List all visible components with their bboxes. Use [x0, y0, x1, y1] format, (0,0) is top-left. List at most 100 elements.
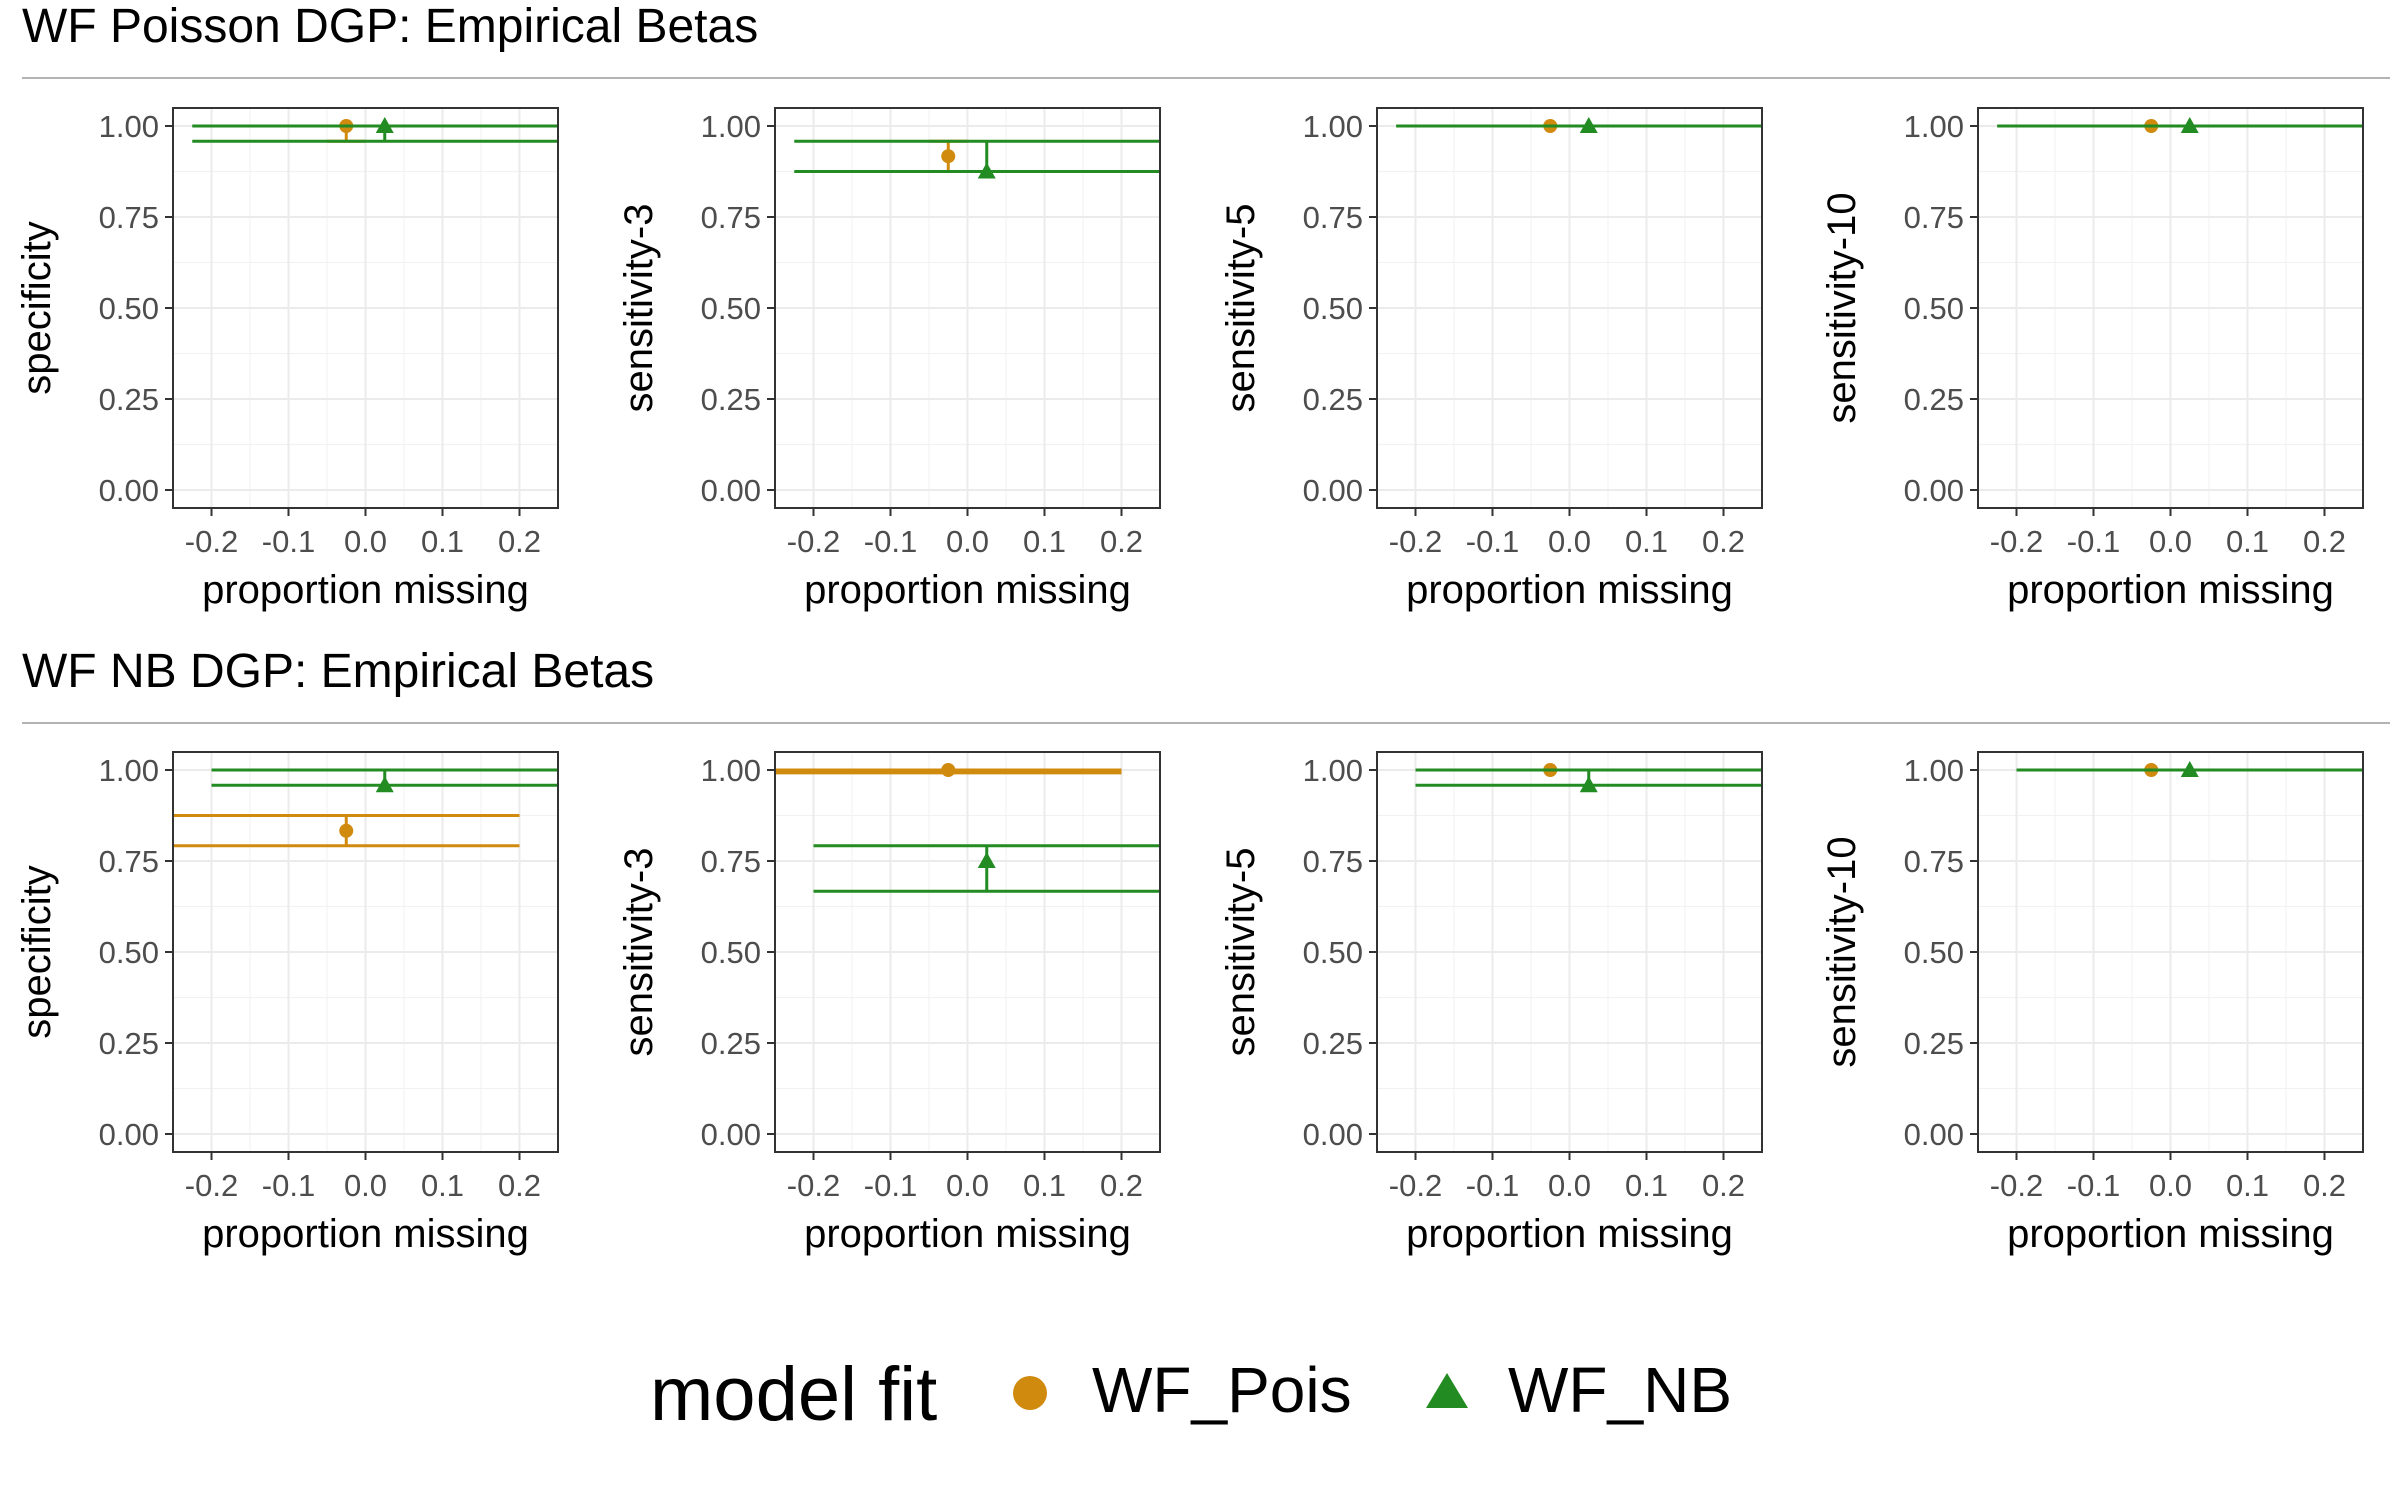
y-tick-label: 0.50 — [1303, 291, 1363, 326]
y-tick-label: 0.00 — [1303, 1117, 1363, 1152]
y-axis-title: sensitivity-3 — [617, 848, 661, 1057]
row-title-poisson: WF Poisson DGP: Empirical Betas — [22, 0, 758, 53]
x-tick-label: 0.0 — [344, 524, 387, 559]
y-tick-label: 1.00 — [1303, 109, 1363, 144]
y-axis-title: sensitivity-3 — [617, 204, 661, 413]
y-tick-label: 0.75 — [701, 200, 761, 235]
legend-title: model fit — [650, 1352, 937, 1437]
x-tick-label: 0.2 — [1100, 1168, 1143, 1203]
legend-label-wf-nb: WF_NB — [1508, 1354, 1732, 1426]
x-tick-label: -0.1 — [1466, 524, 1519, 559]
x-tick-label: 0.1 — [2226, 524, 2269, 559]
x-axis-title: proportion missing — [202, 568, 529, 612]
point-WF_NB — [2180, 761, 2199, 777]
x-tick-label: 0.2 — [1702, 524, 1745, 559]
y-tick-label: 0.50 — [99, 291, 159, 326]
y-tick-label: 0.75 — [99, 844, 159, 879]
legend-key-wf-nb — [1426, 1373, 1468, 1408]
panel-1-0: 0.00 0.25 0.50 0.75 1.00 -0.2 -0.1 0.0 0.1 0.2 pro… — [15, 751, 559, 1256]
y-axis-title: sensitivity-5 — [1219, 848, 1263, 1057]
y-tick-label: 1.00 — [1303, 753, 1363, 788]
y-tick-label: 0.75 — [1303, 844, 1363, 879]
panel-0-0: 0.00 0.25 0.50 0.75 1.00 -0.2 -0.1 0.0 0.1 0.2 pro… — [15, 107, 559, 612]
x-tick-label: -0.2 — [1389, 1168, 1442, 1203]
y-tick-label: 0.75 — [1303, 200, 1363, 235]
x-axis-title: proportion missing — [2007, 568, 2334, 612]
x-tick-label: -0.1 — [2067, 524, 2120, 559]
y-tick-label: 0.25 — [1904, 1026, 1964, 1061]
panels: 0.00 0.25 0.50 0.75 1.00 -0.2 -0.1 0.0 0.1 0.2 pro… — [15, 107, 2364, 1256]
y-tick-label: 0.00 — [1904, 473, 1964, 508]
y-tick-label: 0.00 — [701, 473, 761, 508]
y-tick-label: 0.50 — [1303, 935, 1363, 970]
y-tick-label: 0.25 — [701, 1026, 761, 1061]
point-WF_Pois — [941, 149, 956, 164]
y-tick-label: 0.25 — [1904, 382, 1964, 417]
x-tick-label: 0.1 — [1023, 524, 1066, 559]
panel-1-1: 0.00 0.25 0.50 0.75 1.00 -0.2 -0.1 0.0 0.1 0.2 pro… — [617, 751, 1161, 1256]
x-tick-label: -0.1 — [262, 524, 315, 559]
y-tick-label: 0.75 — [701, 844, 761, 879]
y-axis-title: specificity — [15, 221, 59, 394]
y-tick-label: 1.00 — [1904, 753, 1964, 788]
y-tick-label: 0.25 — [1303, 1026, 1363, 1061]
x-tick-label: -0.1 — [2067, 1168, 2120, 1203]
y-tick-label: 0.00 — [1904, 1117, 1964, 1152]
x-axis-title: proportion missing — [1406, 568, 1733, 612]
point-WF_NB — [977, 162, 996, 179]
x-axis-title: proportion missing — [804, 1212, 1131, 1256]
y-axis-title: sensitivity-10 — [1820, 836, 1864, 1067]
y-tick-label: 0.50 — [701, 935, 761, 970]
x-tick-label: -0.1 — [262, 1168, 315, 1203]
x-tick-label: 0.0 — [946, 1168, 989, 1203]
point-WF_NB — [1579, 117, 1598, 133]
y-tick-label: 1.00 — [1904, 109, 1964, 144]
panel-1-2: 0.00 0.25 0.50 0.75 1.00 -0.2 -0.1 0.0 0.1 0.2 pro… — [1219, 751, 1763, 1256]
y-tick-label: 0.25 — [1303, 382, 1363, 417]
legend-label-wf-pois: WF_Pois — [1092, 1354, 1352, 1426]
y-tick-label: 0.50 — [701, 291, 761, 326]
y-tick-label: 0.00 — [99, 473, 159, 508]
x-tick-label: 0.2 — [2303, 1168, 2346, 1203]
x-tick-label: 0.1 — [421, 524, 464, 559]
x-axis-title: proportion missing — [2007, 1212, 2334, 1256]
panel-0-3: 0.00 0.25 0.50 0.75 1.00 -0.2 -0.1 0.0 0.1 0.2 pro… — [1820, 107, 2364, 612]
y-tick-label: 0.25 — [99, 382, 159, 417]
x-tick-label: -0.2 — [1990, 524, 2043, 559]
x-tick-label: 0.2 — [2303, 524, 2346, 559]
y-tick-label: 0.75 — [99, 200, 159, 235]
panel-0-1: 0.00 0.25 0.50 0.75 1.00 -0.2 -0.1 0.0 0.1 0.2 pro… — [617, 107, 1161, 612]
point-WF_NB — [375, 776, 394, 793]
y-tick-label: 1.00 — [99, 109, 159, 144]
x-axis-title: proportion missing — [202, 1212, 529, 1256]
x-tick-label: 0.1 — [1625, 1168, 1668, 1203]
x-tick-label: 0.1 — [2226, 1168, 2269, 1203]
x-tick-label: 0.2 — [498, 1168, 541, 1203]
y-tick-label: 0.00 — [701, 1117, 761, 1152]
x-tick-label: -0.2 — [1389, 524, 1442, 559]
y-axis-title: specificity — [15, 865, 59, 1038]
x-tick-label: 0.0 — [344, 1168, 387, 1203]
y-tick-label: 0.50 — [1904, 935, 1964, 970]
point-WF_Pois — [339, 823, 354, 838]
y-tick-label: 0.75 — [1904, 844, 1964, 879]
point-WF_Pois — [941, 763, 956, 777]
y-tick-label: 1.00 — [701, 753, 761, 788]
x-tick-label: 0.2 — [1702, 1168, 1745, 1203]
y-tick-label: 0.50 — [99, 935, 159, 970]
y-tick-label: 0.50 — [1904, 291, 1964, 326]
y-tick-label: 0.25 — [99, 1026, 159, 1061]
y-tick-label: 1.00 — [701, 109, 761, 144]
point-WF_NB — [375, 117, 394, 133]
y-axis-title: sensitivity-10 — [1820, 192, 1864, 423]
x-tick-label: -0.1 — [864, 524, 917, 559]
legend-key-wf-pois — [1013, 1376, 1047, 1410]
point-WF_NB — [977, 852, 996, 868]
y-tick-label: 0.00 — [1303, 473, 1363, 508]
panel-1-3: 0.00 0.25 0.50 0.75 1.00 -0.2 -0.1 0.0 0.1 0.2 pro… — [1820, 751, 2364, 1256]
x-tick-label: 0.1 — [1625, 524, 1668, 559]
y-tick-label: 0.00 — [99, 1117, 159, 1152]
x-tick-label: -0.2 — [185, 524, 238, 559]
x-tick-label: 0.1 — [1023, 1168, 1066, 1203]
